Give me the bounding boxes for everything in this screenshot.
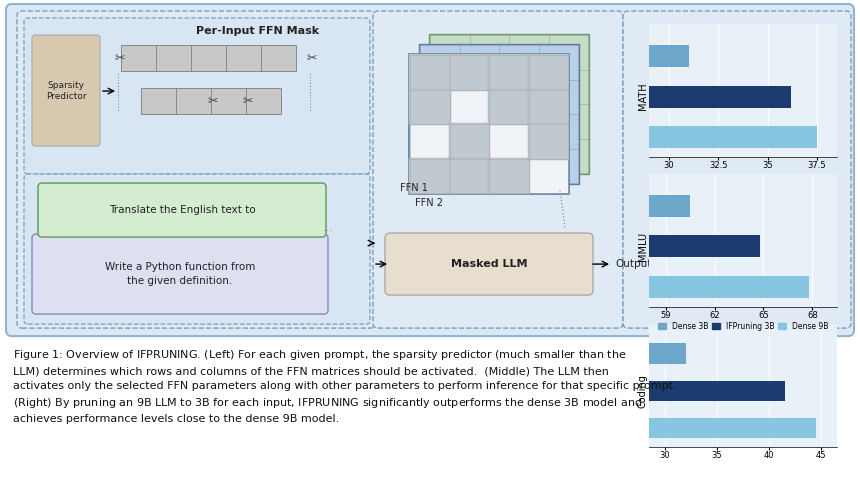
FancyBboxPatch shape [449,157,490,194]
FancyBboxPatch shape [623,11,851,328]
FancyBboxPatch shape [211,88,246,114]
Text: Masked LLM: Masked LLM [451,259,527,269]
Bar [0,275,809,298]
FancyBboxPatch shape [449,123,490,159]
FancyBboxPatch shape [409,54,569,194]
FancyBboxPatch shape [488,157,530,194]
Bar [0,235,760,257]
Text: Sparsity
Predictor: Sparsity Predictor [46,81,86,101]
Text: Per-Input FFN Mask: Per-Input FFN Mask [196,26,320,36]
FancyBboxPatch shape [176,88,211,114]
FancyBboxPatch shape [449,54,490,90]
FancyBboxPatch shape [385,233,593,295]
Bar [77,85,791,108]
Text: ✂: ✂ [208,95,218,108]
FancyBboxPatch shape [409,54,451,90]
FancyBboxPatch shape [373,11,623,328]
FancyBboxPatch shape [38,183,326,237]
FancyBboxPatch shape [409,157,451,194]
Text: ✂: ✂ [114,52,126,65]
FancyBboxPatch shape [24,18,370,174]
FancyBboxPatch shape [32,234,328,314]
FancyBboxPatch shape [226,45,261,71]
Text: FFN 1: FFN 1 [400,183,428,193]
Bar [353,343,685,364]
Bar [0,195,690,217]
FancyBboxPatch shape [246,88,281,114]
FancyBboxPatch shape [409,88,451,125]
FancyBboxPatch shape [429,34,589,174]
Bar [77,45,689,68]
FancyBboxPatch shape [141,88,176,114]
Text: FFN 2: FFN 2 [415,198,443,208]
Text: ✂: ✂ [307,52,317,65]
FancyBboxPatch shape [191,45,226,71]
FancyBboxPatch shape [6,4,854,336]
FancyBboxPatch shape [527,88,569,125]
FancyBboxPatch shape [17,11,375,328]
FancyBboxPatch shape [24,174,370,324]
FancyBboxPatch shape [488,54,530,90]
Text: Output: Output [615,259,651,269]
FancyBboxPatch shape [488,88,530,125]
Text: Write a Python function from
the given definition.: Write a Python function from the given d… [105,262,255,285]
Text: ...: ... [322,223,334,233]
FancyBboxPatch shape [121,45,156,71]
FancyBboxPatch shape [32,35,100,146]
Legend: Dense 3B, IFPruning 3B, Dense 9B: Dense 3B, IFPruning 3B, Dense 9B [658,322,828,330]
Bar [353,381,784,401]
FancyBboxPatch shape [156,45,191,71]
Text: Figure 1: Overview of IFP$\sf{RUNING}$. (Left) For each given prompt, the sparsi: Figure 1: Overview of IFP$\sf{RUNING}$. … [13,348,677,425]
Bar [77,126,817,148]
Bar [353,418,816,439]
FancyBboxPatch shape [527,123,569,159]
FancyBboxPatch shape [261,45,296,71]
FancyBboxPatch shape [419,44,579,184]
FancyBboxPatch shape [527,54,569,90]
Text: ✂: ✂ [243,95,253,108]
Text: Translate the English text to: Translate the English text to [108,205,255,215]
